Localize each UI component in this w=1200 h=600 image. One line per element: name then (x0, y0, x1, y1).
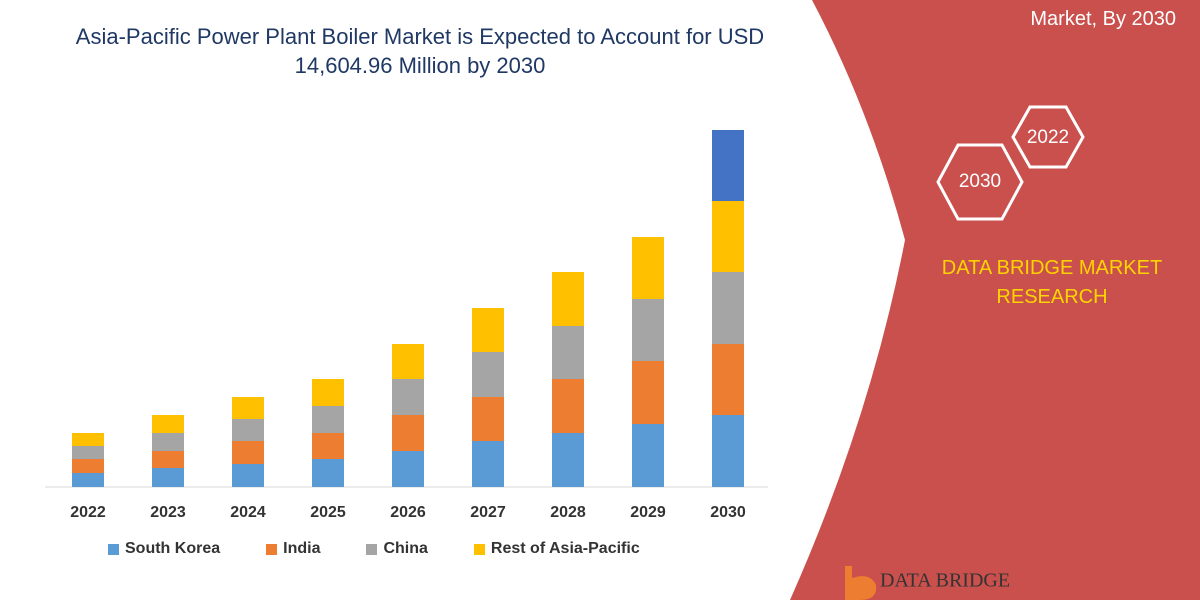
bar-segment (552, 272, 584, 326)
bar-segment (712, 344, 744, 415)
legend-label: Rest of Asia-Pacific (490, 540, 640, 557)
bar-segment (232, 464, 264, 487)
bar-segment (72, 459, 104, 473)
logo-mark (845, 566, 877, 600)
x-tick-label: 2022 (70, 504, 106, 521)
badge-label: 2030 (959, 171, 1001, 192)
bar-segment (392, 415, 424, 451)
bar-segment (312, 406, 344, 433)
bar-segment (72, 446, 104, 459)
logo-text: DATA BRIDGE (880, 570, 1010, 592)
bar-segment (152, 468, 184, 487)
bar-segment (152, 433, 184, 451)
bar-segment (392, 344, 424, 379)
side-panel (790, 0, 1200, 600)
badge-label: 2022 (1027, 127, 1069, 148)
bar-segment (552, 379, 584, 433)
bar-segment (712, 272, 744, 344)
bar-segment (472, 441, 504, 487)
panel-heading: Market, By 2030 (1030, 8, 1176, 30)
legend: South Korea India China Rest of Asia-Pacifi… (108, 540, 640, 558)
bar-segment (392, 451, 424, 487)
x-tick-label: 2026 (390, 504, 426, 521)
legend-label: China (383, 540, 428, 557)
bar-segment (312, 379, 344, 406)
legend-item: South Korea (108, 540, 220, 558)
bar-segment (472, 308, 504, 352)
legend-item: Rest of Asia-Pacific (473, 540, 640, 558)
chart-title: Asia-Pacific Power Plant Boiler Market i… (75, 24, 765, 78)
bar-segment (632, 237, 664, 299)
bar-segment (312, 459, 344, 487)
x-tick-label: 2027 (470, 504, 506, 521)
bar-segment (152, 415, 184, 433)
bar-segment (472, 397, 504, 441)
x-tick-label: 2029 (630, 504, 666, 521)
x-tick-label: 2024 (230, 504, 266, 521)
legend-label: South Korea (125, 540, 221, 557)
legend-swatch (266, 543, 278, 555)
badge-hexagon (1011, 105, 1085, 169)
x-tick-label: 2023 (150, 504, 186, 521)
legend-swatch (108, 543, 119, 555)
bar-segment (712, 415, 744, 487)
bar-segment (552, 326, 584, 379)
legend-swatch (366, 543, 378, 555)
legend-item: India (266, 540, 320, 558)
bar-segment (632, 361, 664, 424)
bar-segment (552, 433, 584, 487)
bar-segment (632, 424, 664, 487)
x-tick-label: 2025 (310, 504, 346, 521)
legend-swatch (473, 543, 485, 555)
legend-label: India (283, 540, 321, 557)
bar-segment (72, 473, 104, 487)
bar-segment (312, 433, 344, 459)
bar-segment (232, 397, 264, 419)
x-tick-label: 2028 (550, 504, 586, 521)
bar-segment (712, 130, 744, 201)
bar-segment (232, 441, 264, 464)
bar-segment (232, 419, 264, 441)
bar-segment (392, 379, 424, 415)
bar-segment (712, 201, 744, 272)
brand: DATA BRIDGE MARKET RESEARCH (941, 257, 1163, 308)
badge-hexagon (936, 143, 1024, 221)
bar-segment (72, 433, 104, 446)
legend-item: China (366, 540, 428, 558)
x-tick-label: 2030 (710, 504, 746, 521)
bar-segment (472, 352, 504, 397)
bar-segment (152, 451, 184, 468)
bar-segment (632, 299, 664, 361)
